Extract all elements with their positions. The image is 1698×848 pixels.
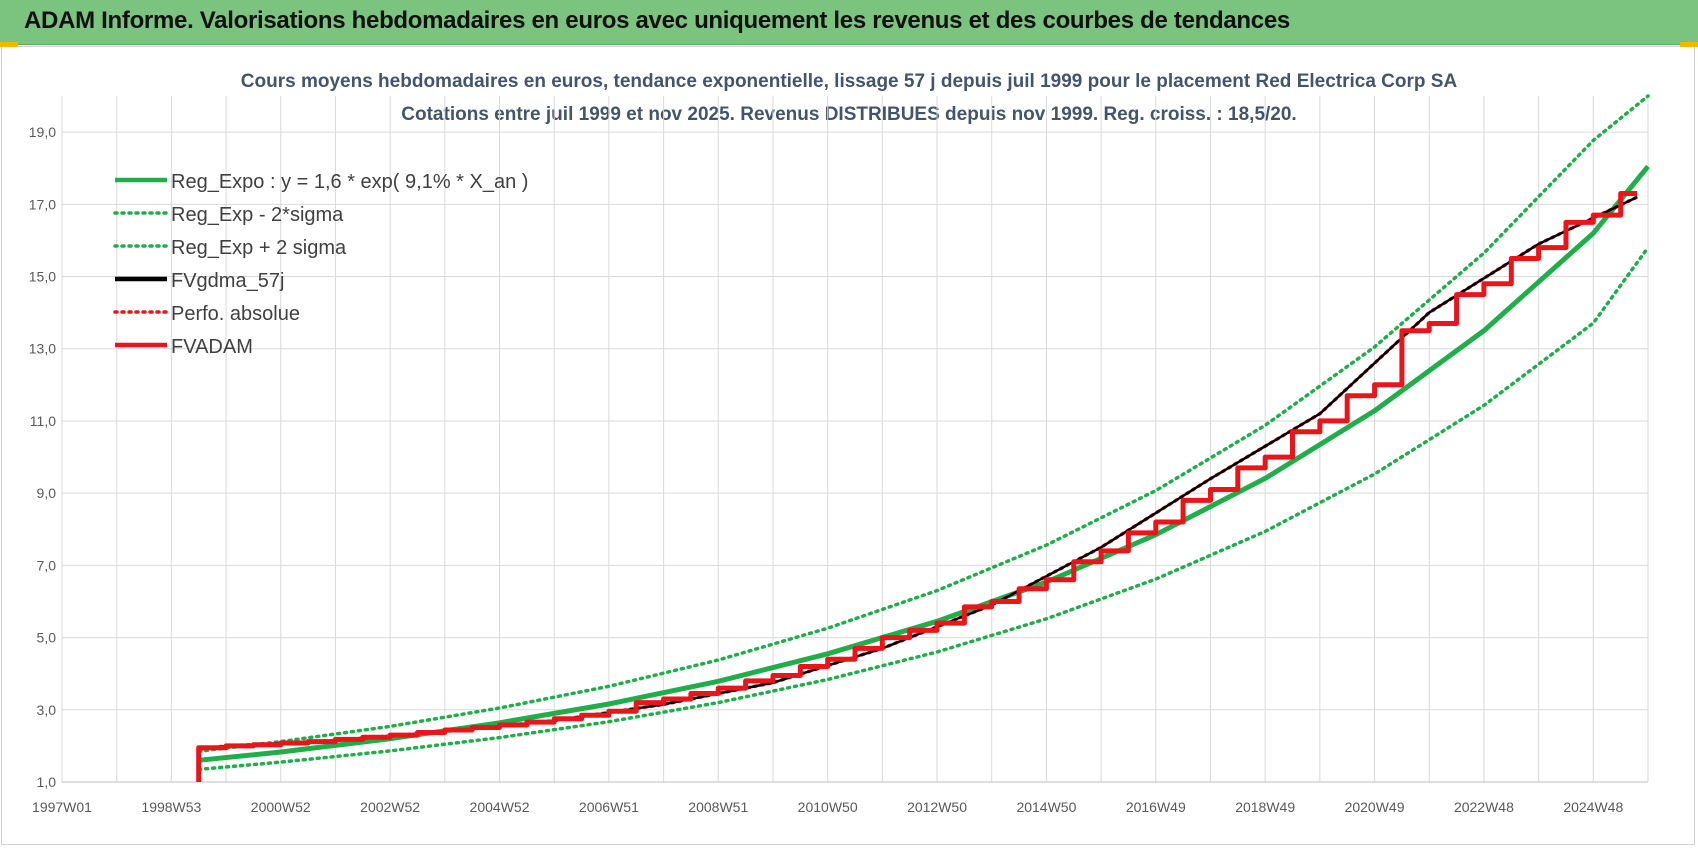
y-tick-label: 9,0 — [37, 485, 57, 501]
banner: ADAM Informe. Valorisations hebdomadaire… — [0, 0, 1698, 45]
legend-label: FVgdma_57j — [171, 270, 284, 292]
y-tick-label: 1,0 — [37, 774, 57, 790]
y-tick-label: 13,0 — [29, 341, 56, 357]
series-line-4 — [196, 195, 1639, 752]
legend-label: Reg_Expo : y = 1,6 * exp( 9,1% * X_an ) — [171, 171, 528, 193]
x-tick-label: 2008W51 — [688, 799, 748, 815]
x-tick-label: 2014W50 — [1016, 799, 1076, 815]
chart-title: Cours moyens hebdomadaires en euros, ten… — [240, 71, 1458, 92]
y-tick-label: 19,0 — [29, 124, 56, 140]
y-axis: 1,0 3,0 5,0 7,0 9,0 11,0 13,0 15,0 17,0 19,0 — [29, 124, 56, 790]
y-tick-label: 5,0 — [37, 630, 57, 646]
legend: Reg_Expo : y = 1,6 * exp( 9,1% * X_an ) R… — [113, 171, 528, 358]
legend-label: FVADAM — [171, 336, 253, 358]
series-line-1 — [196, 245, 1650, 772]
x-tick-label: 2022W48 — [1454, 799, 1514, 815]
series-line-5 — [196, 191, 1638, 782]
x-tick-label: 2020W49 — [1345, 799, 1405, 815]
x-tick-label: 1997W01 — [32, 799, 92, 815]
y-tick-label: 17,0 — [29, 196, 56, 212]
legend-label: Reg_Exp - 2*sigma — [171, 204, 344, 226]
legend-label: Perfo. absolue — [171, 303, 300, 325]
series-line-0 — [198, 164, 1650, 763]
x-tick-label: 2024W48 — [1563, 799, 1623, 815]
x-tick-label: 2002W52 — [360, 799, 420, 815]
corner-marker-right — [1680, 42, 1698, 47]
x-tick-label: 2012W50 — [907, 799, 967, 815]
chart-subtitle: Cotations entre juil 1999 et nov 2025. R… — [401, 104, 1297, 125]
series-line-2 — [196, 94, 1650, 754]
y-tick-label: 11,0 — [30, 413, 56, 429]
corner-marker-left — [0, 42, 18, 47]
legend-label: Reg_Exp + 2 sigma — [171, 237, 347, 259]
y-tick-label: 15,0 — [29, 269, 56, 285]
x-tick-label: 2010W50 — [798, 799, 858, 815]
banner-title: ADAM Informe. Valorisations hebdomadaire… — [24, 7, 1290, 34]
x-tick-label: 2018W49 — [1235, 799, 1295, 815]
x-axis: 1997W01 1998W53 2000W52 2002W52 2004W52 2006W… — [32, 799, 1623, 815]
y-tick-label: 7,0 — [37, 557, 57, 573]
y-tick-label: 3,0 — [37, 702, 57, 718]
x-tick-label: 2000W52 — [251, 799, 311, 815]
series-layer — [196, 94, 1650, 782]
chart-frame — [1, 46, 1695, 845]
grid-lines — [61, 96, 1649, 783]
series-line-3 — [198, 195, 1638, 751]
x-tick-label: 2016W49 — [1126, 799, 1186, 815]
x-tick-label: 1998W53 — [141, 799, 201, 815]
x-tick-label: 2004W52 — [470, 799, 530, 815]
x-tick-label: 2006W51 — [579, 799, 639, 815]
